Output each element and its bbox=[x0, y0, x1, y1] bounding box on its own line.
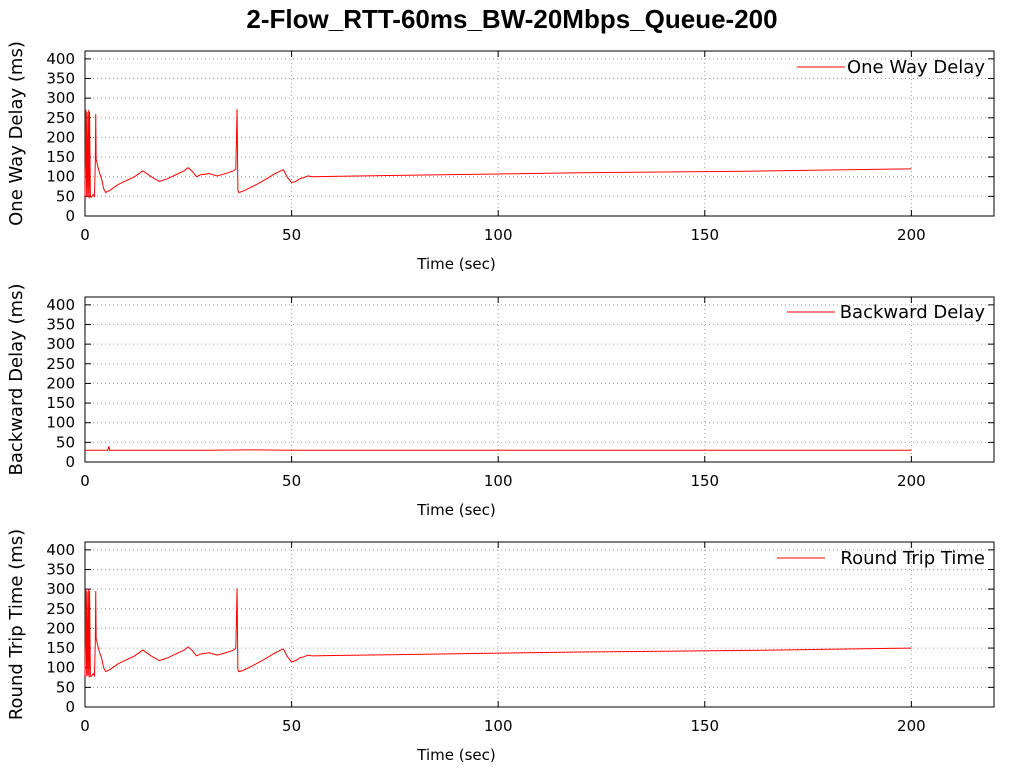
y-tick-label: 400 bbox=[46, 296, 75, 314]
y-tick-label: 350 bbox=[46, 70, 75, 88]
y-tick-label: 0 bbox=[65, 698, 75, 716]
y-tick-label: 0 bbox=[65, 207, 75, 225]
legend-label: One Way Delay bbox=[847, 57, 985, 78]
y-tick-label: 300 bbox=[46, 580, 75, 598]
x-tick-label: 0 bbox=[80, 717, 90, 735]
x-axis-label: Time (sec) bbox=[416, 501, 495, 519]
x-tick-label: 200 bbox=[897, 472, 926, 490]
y-tick-label: 300 bbox=[46, 335, 75, 353]
y-tick-label: 100 bbox=[46, 414, 75, 432]
x-tick-label: 0 bbox=[80, 472, 90, 490]
chart-title: 2-Flow_RTT-60ms_BW-20Mbps_Queue-200 bbox=[246, 4, 778, 34]
y-axis-label: One Way Delay (ms) bbox=[6, 41, 27, 226]
x-tick-label: 50 bbox=[282, 226, 301, 244]
y-tick-label: 250 bbox=[46, 109, 75, 127]
y-tick-label: 100 bbox=[46, 659, 75, 677]
plot-panel-3: 0 50 100 150 200050100150200250300350400Time… bbox=[6, 529, 995, 764]
y-tick-label: 50 bbox=[56, 678, 75, 696]
y-axis-label: Backward Delay (ms) bbox=[6, 284, 27, 476]
x-tick-label: 100 bbox=[484, 472, 513, 490]
series-line-1 bbox=[84, 588, 912, 678]
y-tick-label: 350 bbox=[46, 316, 75, 334]
y-tick-label: 150 bbox=[46, 148, 75, 166]
y-tick-label: 200 bbox=[46, 374, 75, 392]
plot-panel-1: 0 50 100 150 200050100150200250300350400Time… bbox=[6, 41, 995, 273]
y-tick-label: 300 bbox=[46, 89, 75, 107]
plot-frame bbox=[84, 296, 995, 463]
x-tick-label: 50 bbox=[282, 717, 301, 735]
y-tick-label: 50 bbox=[56, 433, 75, 451]
x-axis-label: Time (sec) bbox=[416, 255, 495, 273]
x-axis-label: Time (sec) bbox=[416, 746, 495, 764]
y-tick-label: 150 bbox=[46, 639, 75, 657]
y-tick-label: 100 bbox=[46, 168, 75, 186]
series-line-1 bbox=[85, 446, 912, 452]
y-tick-label: 0 bbox=[65, 453, 75, 471]
y-tick-label: 200 bbox=[46, 128, 75, 146]
plot-frame bbox=[84, 50, 995, 217]
y-tick-label: 400 bbox=[46, 541, 75, 559]
x-tick-label: 200 bbox=[897, 717, 926, 735]
y-tick-label: 200 bbox=[46, 619, 75, 637]
y-tick-label: 150 bbox=[46, 394, 75, 412]
y-tick-label: 250 bbox=[46, 355, 75, 373]
x-tick-label: 150 bbox=[690, 472, 719, 490]
x-tick-label: 0 bbox=[80, 226, 90, 244]
y-tick-label: 400 bbox=[46, 50, 75, 68]
y-axis-label: Round Trip Time (ms) bbox=[6, 529, 27, 720]
x-tick-label: 150 bbox=[690, 717, 719, 735]
x-tick-label: 150 bbox=[690, 226, 719, 244]
plot-panel-2: 0 50 100 150 200050100150200250300350400Time… bbox=[6, 284, 995, 519]
x-tick-label: 100 bbox=[484, 226, 513, 244]
x-tick-label: 100 bbox=[484, 717, 513, 735]
x-tick-label: 50 bbox=[282, 472, 301, 490]
legend-label: Round Trip Time bbox=[840, 548, 985, 569]
legend-label: Backward Delay bbox=[840, 302, 986, 323]
y-tick-label: 350 bbox=[46, 561, 75, 579]
y-tick-label: 50 bbox=[56, 187, 75, 205]
y-tick-label: 250 bbox=[46, 600, 75, 618]
x-tick-label: 200 bbox=[897, 226, 926, 244]
series-line-1 bbox=[84, 109, 912, 199]
